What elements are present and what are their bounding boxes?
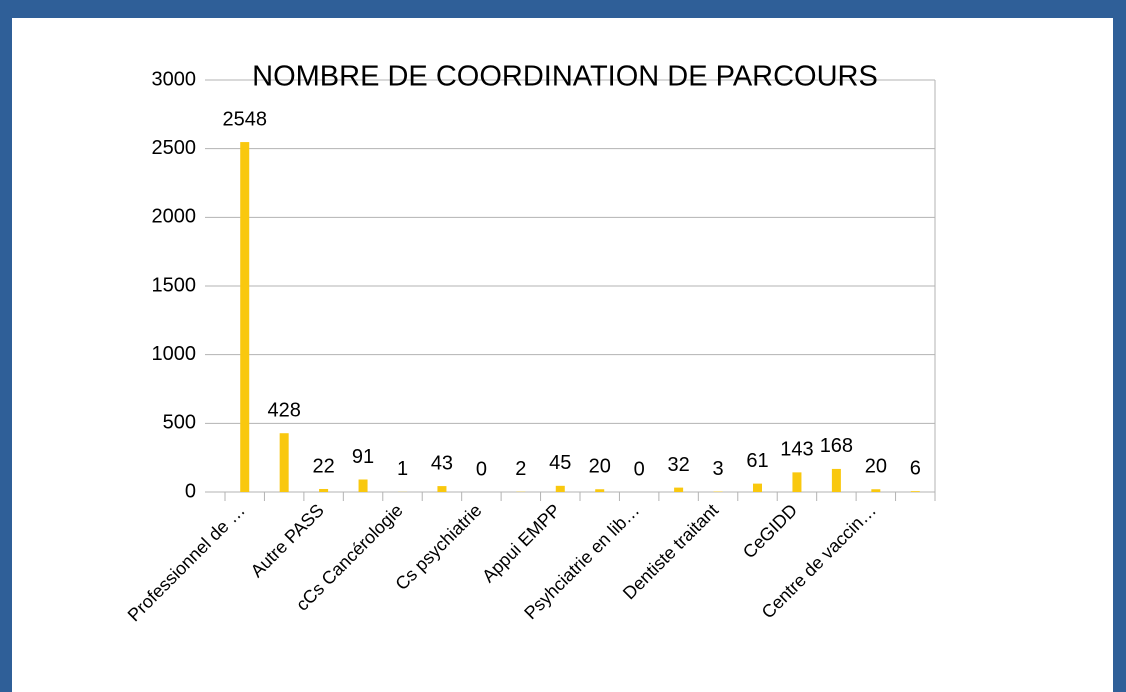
data-label: 2548 (222, 108, 267, 130)
bar (358, 479, 368, 492)
data-label: 2 (515, 458, 526, 480)
y-tick-label: 0 (185, 480, 196, 502)
bar (279, 433, 289, 492)
y-tick-label: 2000 (152, 206, 197, 228)
bar (319, 488, 329, 492)
data-label: 143 (780, 439, 813, 461)
y-tick-label: 3000 (152, 68, 197, 90)
frame-top (0, 0, 1126, 18)
y-tick-label: 1000 (152, 343, 197, 365)
bar (240, 142, 250, 493)
data-label: 0 (634, 458, 645, 480)
bar (910, 491, 920, 492)
bar (595, 489, 605, 492)
bar (792, 472, 802, 492)
bar (871, 489, 881, 492)
y-tick-label: 1500 (152, 274, 197, 296)
data-label: 43 (431, 452, 453, 474)
data-label: 1 (397, 458, 408, 480)
frame-right (1113, 0, 1126, 692)
data-label: 168 (820, 435, 853, 457)
data-label: 20 (865, 456, 887, 478)
bar (831, 468, 841, 492)
data-label: 32 (667, 454, 689, 476)
chart-title: NOMBRE DE COORDINATION DE PARCOURS (252, 61, 878, 93)
data-label: 61 (746, 450, 768, 472)
bar (753, 483, 762, 492)
bar (674, 487, 684, 492)
data-label: 91 (352, 446, 374, 468)
data-label: 6 (910, 457, 921, 479)
frame-left (0, 0, 12, 692)
data-label: 3 (712, 458, 723, 480)
bar (555, 485, 565, 492)
data-label: 0 (476, 458, 487, 480)
data-label: 22 (312, 455, 334, 477)
data-label: 45 (549, 452, 571, 474)
data-label: 428 (267, 400, 300, 422)
bar (437, 486, 447, 492)
y-tick-label: 2500 (152, 137, 197, 159)
data-label: 20 (589, 456, 611, 478)
y-tick-label: 500 (163, 412, 196, 434)
